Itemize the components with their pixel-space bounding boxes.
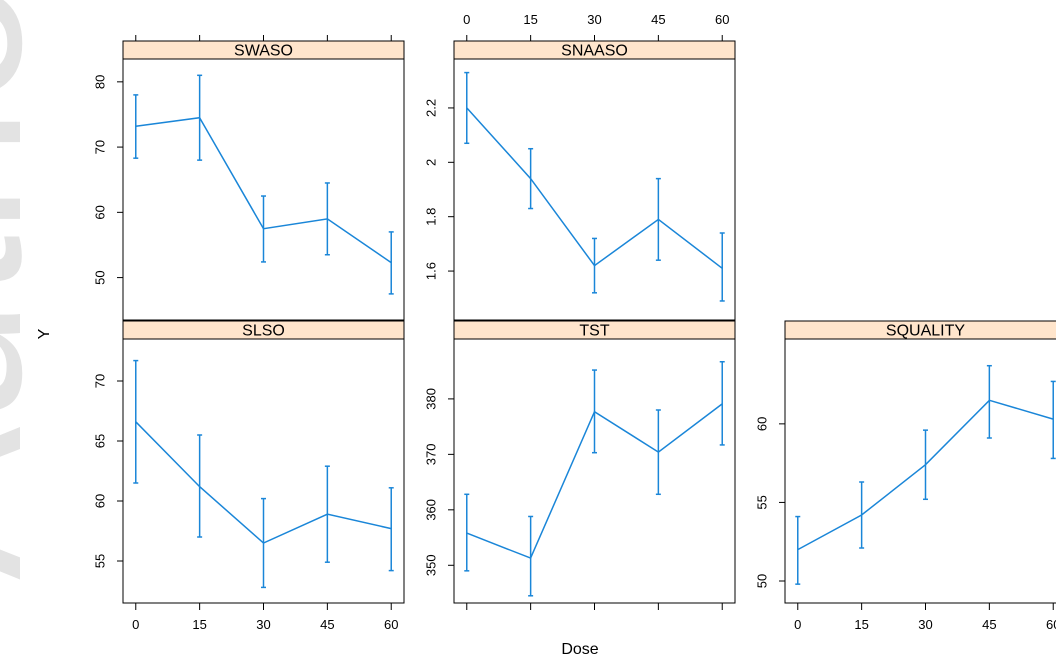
y-tick-label: 2.2: [424, 99, 439, 117]
panel-title: TST: [579, 323, 609, 340]
y-tick-label: 65: [93, 434, 108, 448]
panel-squality: SQUALITY 50 55 60 0 15 30 45 60: [755, 320, 1056, 632]
x-tick-label: 0: [463, 12, 470, 27]
panel-frame: [453, 58, 736, 321]
y-tick-label: 60: [93, 205, 108, 219]
series-line: [135, 421, 392, 544]
y-tick-label: 350: [424, 554, 439, 576]
x-tick-label: 45: [320, 617, 334, 632]
panel-title: SLSO: [242, 323, 285, 340]
y-axis-label: Y: [36, 328, 53, 339]
y-tick-label: 80: [93, 75, 108, 89]
panel-title: SNAASO: [561, 43, 628, 60]
y-tick-label: 1.6: [424, 262, 439, 280]
x-tick-label: 45: [651, 12, 665, 27]
y-tick-label: 1.8: [424, 208, 439, 226]
y-tick-label: 360: [424, 499, 439, 521]
x-axis-label: Dose: [561, 641, 598, 658]
y-tick-label: 70: [93, 374, 108, 388]
y-tick-label: 70: [93, 140, 108, 154]
x-tick-label: 15: [192, 617, 206, 632]
panel-swaso: SWASO 50 60 70 80: [93, 35, 405, 321]
x-tick-label: 0: [794, 617, 801, 632]
y-tick-label: 370: [424, 444, 439, 466]
panel-frame: [122, 58, 405, 321]
y-tick-label: 380: [424, 388, 439, 410]
panel-snaaso: SNAASO 1.6 1.8 2 2.2 0 15 30 45 60: [424, 12, 736, 321]
y-tick-label: 60: [755, 417, 770, 431]
panel-tst: TST 350 360 370 380: [424, 320, 736, 610]
panel-title: SQUALITY: [886, 323, 965, 340]
y-tick-label: 55: [755, 495, 770, 509]
x-tick-label: 30: [918, 617, 932, 632]
x-tick-label: 15: [523, 12, 537, 27]
y-tick-label: 60: [93, 494, 108, 508]
series-line: [466, 403, 723, 560]
y-tick-label: 50: [755, 574, 770, 588]
x-tick-label: 60: [715, 12, 729, 27]
panel-title: SWASO: [234, 43, 293, 60]
series-line: [466, 107, 723, 269]
x-tick-label: 60: [1046, 617, 1056, 632]
x-tick-label: 15: [854, 617, 868, 632]
y-tick-label: 55: [93, 554, 108, 568]
watermark-text: Author Manuscript: [0, 0, 69, 580]
x-tick-label: 30: [256, 617, 270, 632]
x-tick-label: 0: [132, 617, 139, 632]
x-tick-label: 45: [982, 617, 996, 632]
series-line: [135, 116, 392, 264]
y-tick-label: 50: [93, 270, 108, 284]
panel-slso: SLSO 55 60 65 70 0 15 30 45 60: [93, 320, 405, 632]
series-line: [797, 399, 1054, 551]
x-tick-label: 30: [587, 12, 601, 27]
y-tick-label: 2: [424, 159, 439, 166]
panel-frame: [784, 338, 1056, 604]
x-tick-label: 60: [384, 617, 398, 632]
